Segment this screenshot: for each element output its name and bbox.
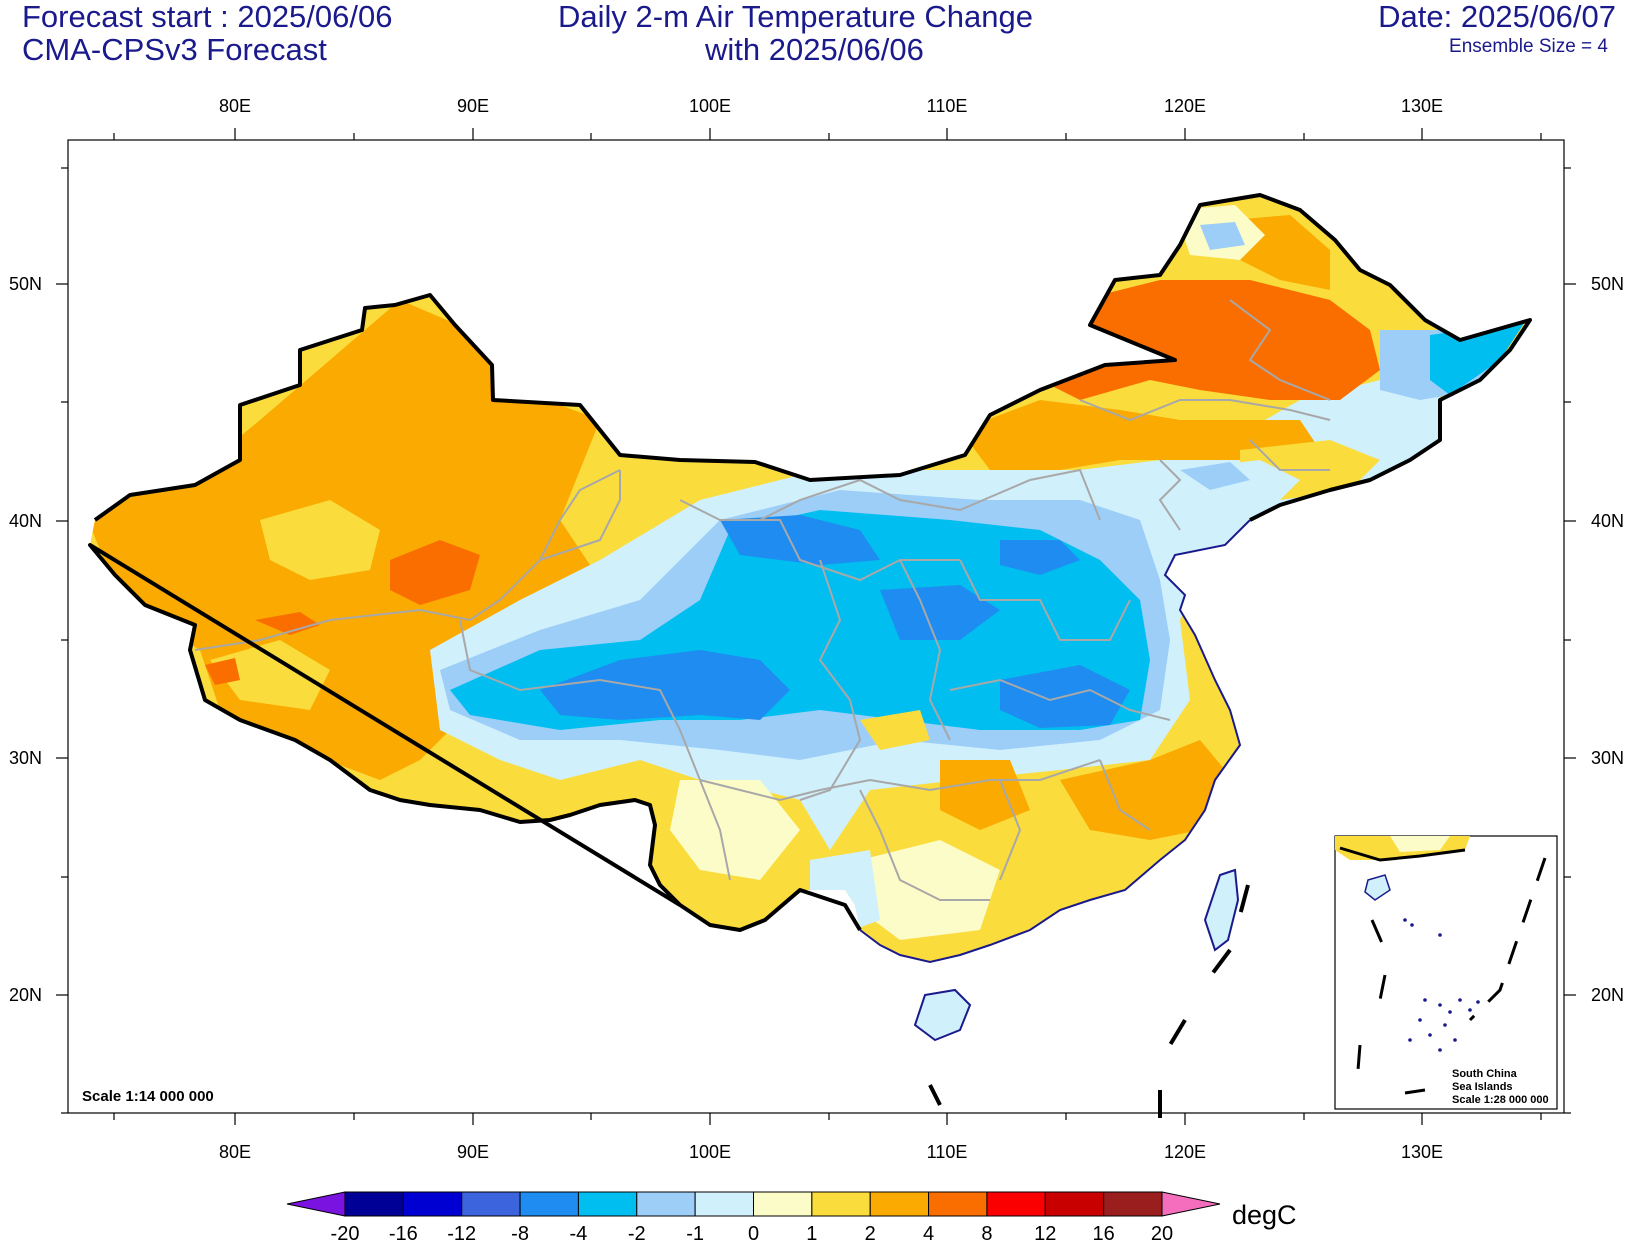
colorbar-level-label: 12: [1034, 1223, 1056, 1241]
colorbar-swatch: [1044, 1191, 1105, 1217]
colorbar-level-label: 0: [748, 1223, 759, 1241]
colorbar-swatch: [636, 1191, 696, 1217]
lon-label-top: 80E: [219, 96, 251, 116]
colorbar-level-label: 1: [806, 1223, 817, 1241]
colorbar-swatch: [928, 1191, 988, 1217]
colorbar-level-label: 4: [923, 1223, 934, 1241]
colorbar-swatch: [1103, 1191, 1163, 1217]
colorbar-swatch: [986, 1191, 1046, 1217]
colorbar-level-label: -16: [389, 1223, 418, 1241]
lon-label-bottom: 100E: [689, 1142, 731, 1162]
lon-label-bottom: 110E: [927, 1142, 968, 1162]
map-title-line1: Daily 2-m Air Temperature Change: [558, 0, 1033, 34]
taiwan-island: [1203, 868, 1240, 952]
colorbar-max-arrow: [1161, 1191, 1221, 1217]
colorbar-swatch: [519, 1191, 579, 1217]
lat-label-right: 40N: [1591, 511, 1624, 531]
inset-label-line2: Sea Islands: [1452, 1081, 1513, 1093]
lon-label-bottom: 80E: [219, 1142, 251, 1162]
map-scale-label: Scale 1:14 000 000: [82, 1088, 214, 1105]
map-title-line2: with 2025/06/06: [705, 32, 924, 67]
colorbar-swatch: [344, 1191, 404, 1217]
lon-label-bottom: 120E: [1164, 1142, 1206, 1162]
colorbar: -20 -16 -12 -8 -4 -2 -1 0 1 2 4 8 12 16 20: [286, 1191, 1221, 1241]
lat-label-right: 50N: [1591, 274, 1624, 294]
lon-label-top: 120E: [1164, 96, 1206, 116]
inset-label-line1: South China: [1452, 1068, 1518, 1080]
colorbar-swatch: [753, 1191, 813, 1217]
colorbar-level-label: -12: [447, 1223, 476, 1241]
inset-label-line3: Scale 1:28 000 000: [1452, 1094, 1549, 1106]
ensemble-size-text: Ensemble Size = 4: [1449, 36, 1608, 57]
colorbar-level-label: 8: [981, 1223, 992, 1241]
lat-label-right: 20N: [1591, 985, 1624, 1005]
colorbar-swatch: [402, 1191, 463, 1217]
colorbar-level-label: -20: [331, 1223, 360, 1241]
axis-ticks: [56, 128, 1576, 1125]
coastline: [859, 519, 1251, 964]
lat-label-right: 30N: [1591, 748, 1624, 768]
lon-label-top: 110E: [927, 96, 968, 116]
lat-label-left: 50N: [9, 274, 42, 294]
colorbar-level-label: -4: [570, 1223, 588, 1241]
lon-label-top: 100E: [689, 96, 731, 116]
model-name-text: CMA-CPSv3 Forecast: [22, 32, 327, 67]
colorbar-unit: degC: [1232, 1200, 1297, 1230]
colorbar-swatch: [869, 1191, 930, 1217]
lon-label-bottom: 130E: [1401, 1142, 1443, 1162]
colorbar-swatch: [461, 1191, 521, 1217]
valid-date-text: Date: 2025/06/07: [1378, 0, 1616, 34]
country-border: [88, 193, 1532, 932]
maritime-boundary: [928, 884, 1250, 1120]
lat-label-left: 40N: [9, 511, 42, 531]
axis-labels: 80E 90E 100E 110E 120E 130E 80E 90E 100E…: [9, 96, 1624, 1162]
province-borders: [194, 299, 1331, 901]
colorbar-level-label: 16: [1093, 1223, 1115, 1241]
lon-label-top: 130E: [1401, 96, 1443, 116]
colorbar-swatch: [694, 1191, 755, 1217]
colorbar-swatch: [577, 1191, 638, 1217]
forecast-start-text: Forecast start : 2025/06/06: [22, 0, 393, 34]
colorbar-swatch: [811, 1191, 871, 1217]
lon-label-bottom: 90E: [457, 1142, 489, 1162]
colorbar-level-label: -2: [628, 1223, 646, 1241]
colorbar-level-label: -1: [686, 1223, 704, 1241]
colorbar-min-arrow: [286, 1191, 346, 1217]
lat-label-left: 30N: [9, 748, 42, 768]
lat-label-left: 20N: [9, 985, 42, 1005]
colorbar-level-label: -8: [511, 1223, 529, 1241]
lon-label-top: 90E: [457, 96, 489, 116]
colorbar-level-label: 2: [865, 1223, 876, 1241]
south-china-sea-inset: South China Sea Islands Scale 1:28 000 0…: [1334, 835, 1558, 1110]
hainan-island: [913, 988, 972, 1042]
colorbar-level-label: 20: [1151, 1223, 1173, 1241]
